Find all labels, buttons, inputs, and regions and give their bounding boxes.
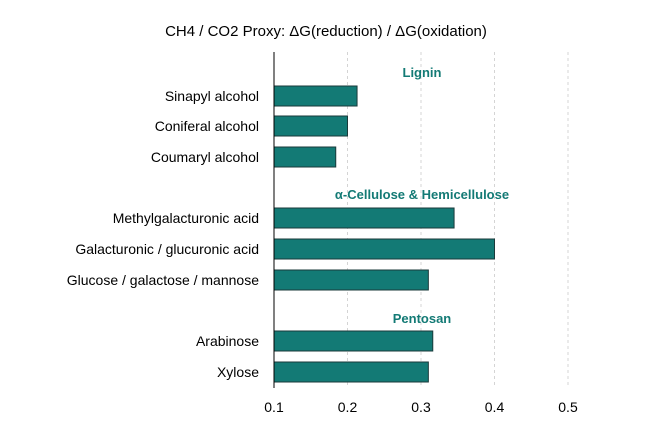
category-label-1-1: Galacturonic / glucuronic acid xyxy=(75,241,259,257)
category-label-1-2: Glucose / galactose / mannose xyxy=(67,272,259,288)
group-label-2: Pentosan xyxy=(393,311,452,326)
group-label-0: Lignin xyxy=(403,65,442,80)
bar-0-2 xyxy=(273,146,337,168)
category-label-2-1: Xylose xyxy=(217,364,259,380)
x-tick-label-2: 0.3 xyxy=(411,399,431,415)
bar-2-1 xyxy=(273,361,429,383)
x-tick-labels: 0.1 0.2 0.3 0.4 0.5 xyxy=(264,399,578,415)
chart-title: CH4 / CO2 Proxy: ΔG(reduction) / ΔG(oxid… xyxy=(165,23,487,40)
category-label-0-0: Sinapyl alcohol xyxy=(165,88,259,104)
x-tick-label-3: 0.4 xyxy=(485,399,505,415)
x-tick-label-1: 0.2 xyxy=(338,399,358,415)
x-tick-label-4: 0.5 xyxy=(558,399,578,415)
category-label-0-2: Coumaryl alcohol xyxy=(151,149,259,165)
group-label-1: α-Cellulose & Hemicellulose xyxy=(335,187,509,202)
category-labels: Sinapyl alcohol Coniferal alcohol Coumaryl… xyxy=(67,88,259,380)
bar-1-1 xyxy=(273,238,495,260)
bar-2-0 xyxy=(273,330,434,352)
bar-0-1 xyxy=(273,115,348,137)
x-tick-label-0: 0.1 xyxy=(264,399,284,415)
bar-1-0 xyxy=(273,207,455,229)
group-labels: Lignin α-Cellulose & Hemicellulose Pentosa… xyxy=(335,65,509,326)
category-label-2-0: Arabinose xyxy=(196,333,259,349)
bar-1-2 xyxy=(273,269,429,291)
category-label-1-0: Methylgalacturonic acid xyxy=(113,210,259,226)
bar-0-0 xyxy=(273,85,358,107)
category-label-0-1: Coniferal alcohol xyxy=(155,118,259,134)
bars xyxy=(273,85,495,383)
